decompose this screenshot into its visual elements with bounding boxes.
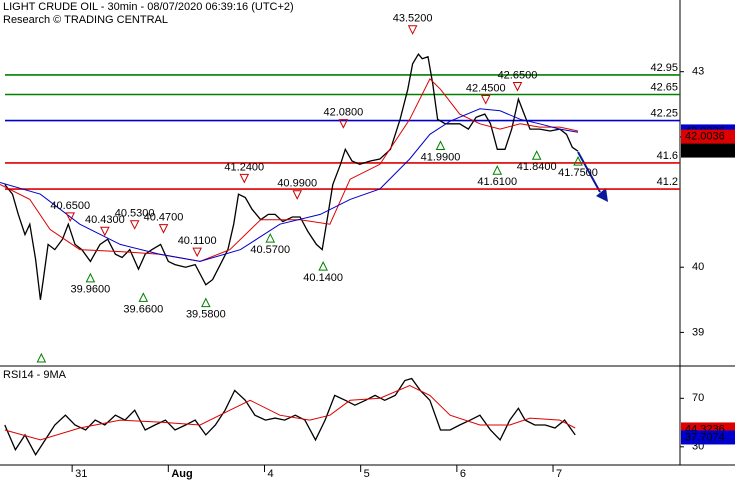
level-label: 41.2 [657,176,678,188]
last-value-label: 42.0036 [685,131,725,143]
signal-marker [129,220,140,230]
last-value-label: 41.79 [685,144,713,156]
x-tick-label: Aug [171,468,192,480]
signal-label: 40.1100 [178,235,217,247]
signal-label: 40.1400 [303,272,343,284]
signal-label: 42.4500 [466,82,506,94]
signal-marker [318,260,328,271]
signal-marker [573,156,583,166]
signal-marker [531,150,542,160]
signal-marker [407,25,418,35]
signal-marker [65,212,76,222]
y-tick-label: 43 [692,66,704,78]
signal-marker [512,82,523,92]
signal-marker [435,140,446,151]
signal-marker [265,232,276,243]
signal-marker [338,119,349,129]
level-label: 41.6 [657,150,678,162]
signal-marker [36,352,47,363]
chart-title: LIGHT CRUDE OIL - 30min - 08/07/2020 06:… [3,1,294,13]
signal-label: 39.5800 [186,309,226,321]
signal-label: 40.4300 [85,214,125,226]
signal-label: 41.2400 [224,161,264,173]
signal-label: 42.6500 [498,69,538,81]
series-line [4,384,576,441]
signal-marker [239,173,250,184]
pane-title: RSI14 - 9MA [3,369,67,381]
level-label: 42.95 [650,62,678,74]
signal-marker [192,247,202,258]
x-tick-label: 5 [364,468,370,480]
signal-marker [292,190,303,200]
forecast-arrow-head [596,188,608,202]
signal-label: 39.6600 [123,303,163,315]
series-line [0,108,579,262]
signal-label: 40.9900 [277,178,317,190]
chart-subtitle: Research © TRADING CENTRAL [3,14,168,26]
series-line [0,78,579,262]
signal-label: 41.8400 [517,161,557,173]
level-label: 42.25 [650,107,678,119]
x-tick-label: 31 [75,468,87,480]
signal-marker [201,297,211,308]
signal-label: 40.6500 [50,200,90,212]
x-tick-label: 4 [267,468,273,480]
y-tick-label: 39 [692,326,704,338]
forecast-arrow [577,151,601,193]
signal-label: 39.9600 [71,284,111,296]
signal-label: 41.9900 [421,151,461,163]
signal-marker [492,165,503,175]
level-label: 42.65 [650,81,678,93]
signal-label: 40.5700 [250,244,290,256]
last-value-box [681,430,735,445]
signal-marker [100,226,110,237]
last-value-box [681,143,735,158]
signal-marker [85,272,96,283]
y-tick-label: 40 [692,261,704,273]
x-tick-label: 6 [460,468,466,480]
signal-label: 42.0800 [323,107,363,119]
signal-marker [480,95,491,105]
signal-label: 41.7500 [558,167,598,179]
series-line [4,52,579,300]
signal-label: 43.5200 [393,13,433,25]
signal-label: 41.6100 [477,176,517,188]
last-value-label: 37.7074 [685,431,725,443]
signal-label: 40.5300 [115,208,155,220]
x-tick-label: 7 [556,468,562,480]
y-tick-label: 70 [692,392,704,404]
signal-label: 40.4700 [144,212,184,224]
signal-marker [138,292,149,302]
signal-marker [158,224,169,234]
last-value-box [681,129,735,144]
